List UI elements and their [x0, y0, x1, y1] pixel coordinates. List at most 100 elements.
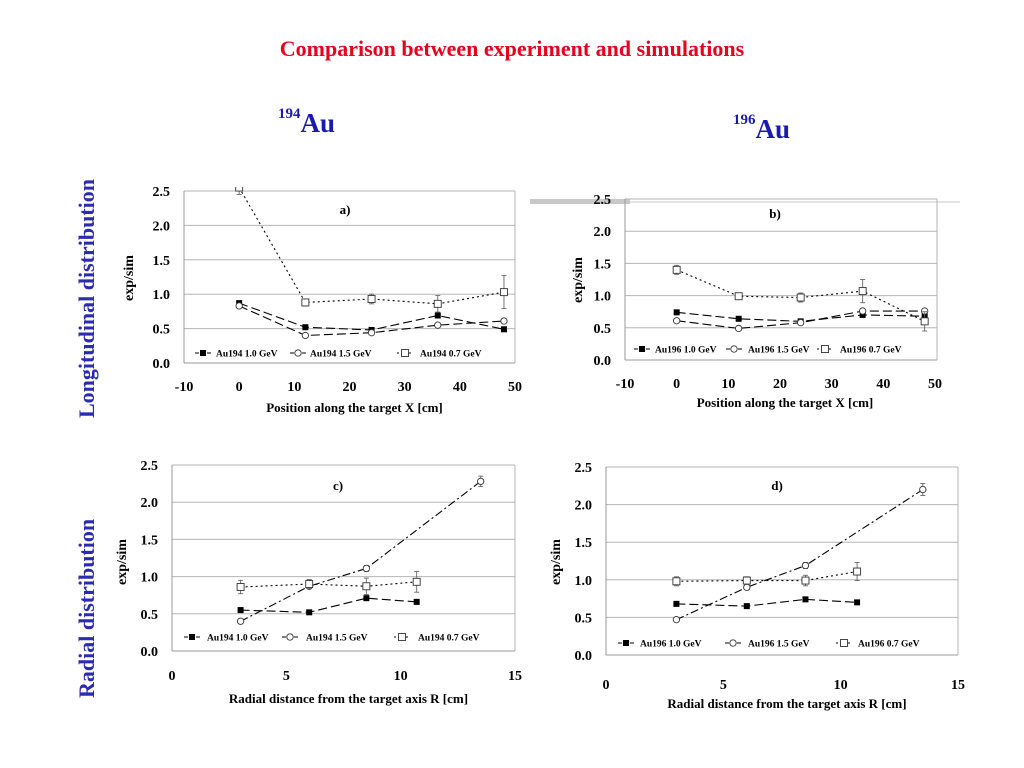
x-tick-label: 0: [673, 377, 680, 392]
data-point: [236, 617, 245, 625]
data-point: [413, 598, 420, 605]
x-tick-label: 50: [928, 377, 942, 392]
panel-label: b): [769, 206, 781, 221]
series-2: [672, 483, 927, 624]
y-tick-label: 1.0: [575, 574, 593, 589]
legend-marker: [840, 639, 848, 647]
data-point: [301, 331, 310, 340]
y-tick-label: 1.5: [153, 254, 171, 269]
data-point: [363, 595, 370, 602]
x-axis-label: Radial distance from the target axis R […: [667, 696, 906, 711]
data-point: [235, 302, 243, 310]
data-point: [853, 567, 862, 576]
page-title: Comparison between experiment and simula…: [279, 36, 745, 61]
legend-marker: [286, 633, 294, 641]
y-tick-label: 1.0: [594, 290, 612, 305]
series-3: [235, 187, 508, 313]
legend-marker: [639, 346, 645, 352]
data-point: [434, 321, 442, 329]
legend-marker: [623, 640, 629, 646]
data-point: [367, 295, 376, 303]
data-point: [742, 576, 751, 585]
x-tick-label: 5: [720, 678, 727, 693]
y-tick-label: 2.0: [153, 219, 171, 234]
series-3: [672, 562, 862, 587]
y-tick-label: 1.5: [575, 536, 593, 551]
x-tick-label: -10: [616, 377, 635, 392]
legend-marker: [401, 349, 409, 357]
y-tick-label: 2.5: [153, 185, 171, 200]
y-tick-label: 0.5: [141, 608, 159, 623]
series-line: [238, 187, 505, 305]
data-point: [859, 307, 867, 315]
data-point: [477, 477, 485, 486]
x-tick-label: 30: [398, 380, 412, 395]
chart-c: 0.0 0.5 1.0 1.5 2.0 2.5 0 5 10 15 Radial distance …: [115, 459, 522, 706]
data-point: [500, 326, 507, 333]
isotope-symbol-left: Au: [300, 108, 336, 138]
legend-marker: [189, 634, 195, 640]
legend-label: Au196 1.0 GeV: [655, 346, 717, 356]
series-1: [236, 300, 507, 333]
y-tick-label: 1.0: [153, 288, 171, 303]
chart-b: 0.0 0.5 1.0 1.5 2.0 2.5 -10 0 10 20 30 40 50 Position…: [571, 193, 942, 410]
data-point: [735, 324, 743, 333]
y-tick-label: 2.0: [141, 496, 159, 511]
data-point: [367, 329, 376, 337]
y-tick-label: 0.5: [575, 611, 593, 626]
data-point: [305, 580, 314, 588]
isotope-mass-right: 196: [733, 112, 756, 128]
x-tick-label: 5: [283, 669, 290, 684]
data-point: [236, 583, 245, 591]
x-tick-label: 20: [343, 380, 357, 395]
legend-label: Au196 0.7 GeV: [858, 640, 920, 650]
chart-a: 0.0 0.5 1.0 1.5 2.0 2.5 -10 0 10 20 30 40 50 Position…: [122, 185, 522, 415]
series-line: [240, 581, 417, 588]
y-tick-label: 2.5: [575, 461, 593, 476]
y-axis-label: exp/sim: [122, 255, 137, 301]
data-point: [362, 582, 371, 591]
y-axis-label: exp/sim: [571, 257, 586, 303]
x-tick-label: 0: [236, 380, 243, 395]
isotope-symbol-right: Au: [755, 114, 791, 144]
data-point: [672, 265, 681, 274]
decorative-bar-fade: [630, 201, 960, 203]
y-axis-label: exp/sim: [115, 539, 130, 585]
y-tick-label: 0.0: [594, 354, 612, 369]
x-axis-label: Position along the target X [cm]: [266, 400, 443, 415]
data-point: [235, 187, 244, 192]
data-point: [919, 485, 927, 494]
legend-label: Au194 1.0 GeV: [207, 634, 269, 644]
series-3: [672, 264, 929, 332]
y-tick-label: 0.0: [575, 649, 593, 664]
panel-label: a): [340, 202, 351, 217]
series-2: [235, 302, 508, 340]
legend-marker: [729, 639, 737, 647]
legend-marker: [294, 349, 302, 357]
x-tick-label: 30: [825, 377, 839, 392]
data-point: [306, 609, 313, 616]
data-point: [673, 309, 680, 316]
panel-label: d): [771, 478, 783, 493]
data-point: [362, 564, 371, 573]
x-axis-label: Position along the target X [cm]: [697, 395, 874, 410]
y-axis-label: exp/sim: [549, 539, 564, 585]
x-tick-label: 40: [876, 377, 890, 392]
data-point: [302, 324, 309, 331]
y-tick-label: 1.5: [594, 257, 612, 272]
data-point: [672, 577, 681, 586]
y-tick-label: 2.5: [141, 459, 159, 474]
y-tick-label: 2.0: [575, 499, 593, 514]
series-1: [673, 596, 861, 610]
y-tick-label: 1.0: [141, 571, 159, 586]
legend-label: Au196 0.7 GeV: [840, 346, 902, 356]
series-3: [236, 570, 421, 595]
series-line: [238, 302, 505, 331]
isotope-heading-left: 194Au: [278, 106, 336, 139]
legend-label: Au194 1.5 GeV: [310, 350, 372, 360]
isotope-heading-right: 196Au: [733, 112, 791, 145]
series-2: [236, 475, 485, 625]
isotope-mass-left: 194: [278, 106, 301, 122]
x-tick-label: 20: [773, 377, 787, 392]
